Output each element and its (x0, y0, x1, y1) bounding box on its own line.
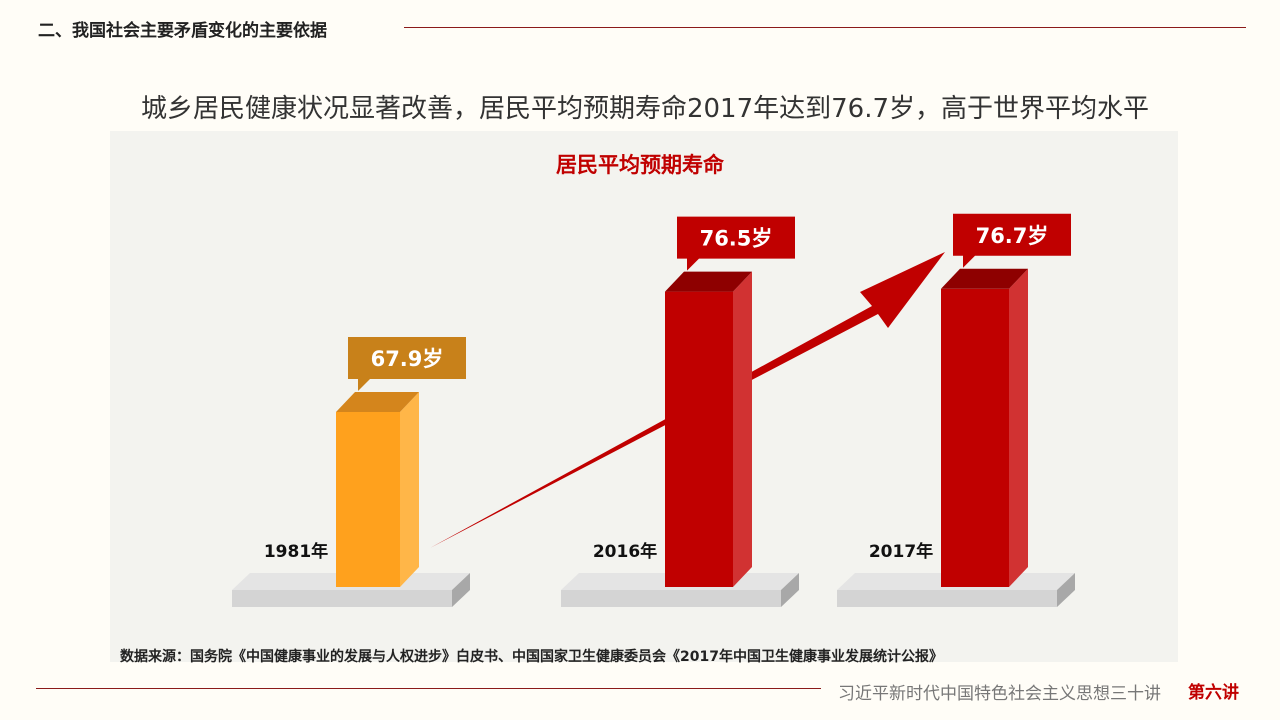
footer-lecture: 第六讲 (1188, 683, 1239, 703)
category-label: 2016年 (593, 541, 657, 562)
header-divider (404, 27, 1246, 28)
trend-arrow (430, 252, 945, 548)
platform-front (232, 590, 452, 607)
platform-side (452, 573, 470, 607)
data-label: 67.9岁 (371, 347, 444, 371)
chart-title: 居民平均预期寿命 (556, 153, 725, 177)
footer-series-title: 习近平新时代中国特色社会主义思想三十讲 (838, 684, 1161, 704)
data-label: 76.7岁 (976, 224, 1049, 248)
category-label: 1981年 (264, 541, 328, 562)
platform-side (781, 573, 799, 607)
bar-side (1009, 268, 1028, 587)
slide-subtitle: 城乡居民健康状况显著改善，居民平均预期寿命2017年达到76.7岁，高于世界平均… (140, 94, 1150, 124)
bar-side (733, 271, 752, 587)
data-label: 76.5岁 (700, 227, 773, 251)
bar-cap (665, 271, 752, 292)
callout-box (953, 213, 1071, 268)
bar-cap (941, 268, 1028, 289)
section-title: 二、我国社会主要矛盾变化的主要依据 (38, 21, 327, 41)
data-source: 数据来源：国务院《中国健康事业的发展与人权进步》白皮书、中国国家卫生健康委员会《… (120, 649, 943, 665)
footer-divider (36, 688, 821, 689)
platform-front (561, 590, 781, 607)
bar-2017年 (941, 288, 1009, 587)
callout-box (677, 216, 795, 271)
callout-box (348, 337, 466, 391)
platform-front (837, 590, 1057, 607)
bar-cap (336, 392, 419, 412)
platform-side (1057, 573, 1075, 607)
category-label: 2017年 (869, 541, 933, 562)
bar-2016年 (665, 291, 733, 587)
bar-side (400, 392, 419, 587)
bar-1981年 (336, 412, 400, 587)
